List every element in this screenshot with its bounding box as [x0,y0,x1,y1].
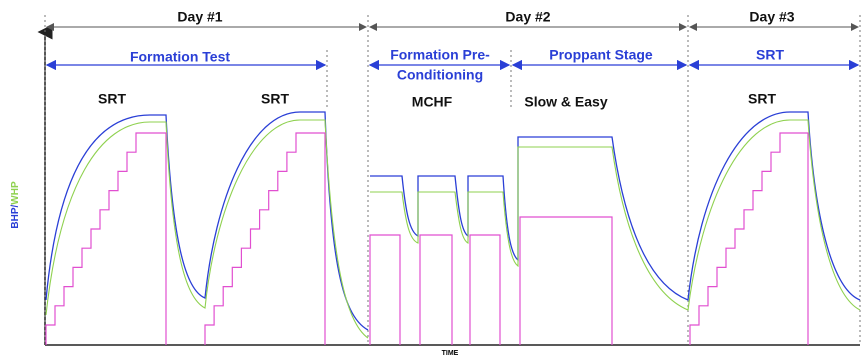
stage-label: Proppant Stage [549,47,653,63]
y-axis-label: BHP/WHP [10,181,21,229]
annotation: Slow & Easy [524,94,607,110]
day-label: Day #1 [177,9,222,25]
annotation: MCHF [412,94,453,110]
day-label: Day #2 [505,9,550,25]
stage-label: Formation Test [130,49,230,65]
annotation: SRT [98,91,126,107]
rate-staircase [45,132,167,345]
annotation: SRT [261,91,289,107]
rate-curves [45,132,809,345]
stage-label: SRT [756,47,784,63]
rate-staircase [689,132,809,345]
day-label: Day #3 [749,9,794,25]
x-axis-label: TIME [442,350,459,357]
rate-staircase [204,132,326,345]
slash: / [10,205,21,208]
whp-curve [45,119,861,339]
bhp-curve [45,111,861,331]
day-separators [44,15,861,345]
stage-label: Conditioning [397,67,483,83]
bhp: BHP [10,207,21,228]
whp: WHP [10,181,21,205]
stage-label: Formation Pre- [390,47,490,63]
annotation: SRT [748,91,776,107]
